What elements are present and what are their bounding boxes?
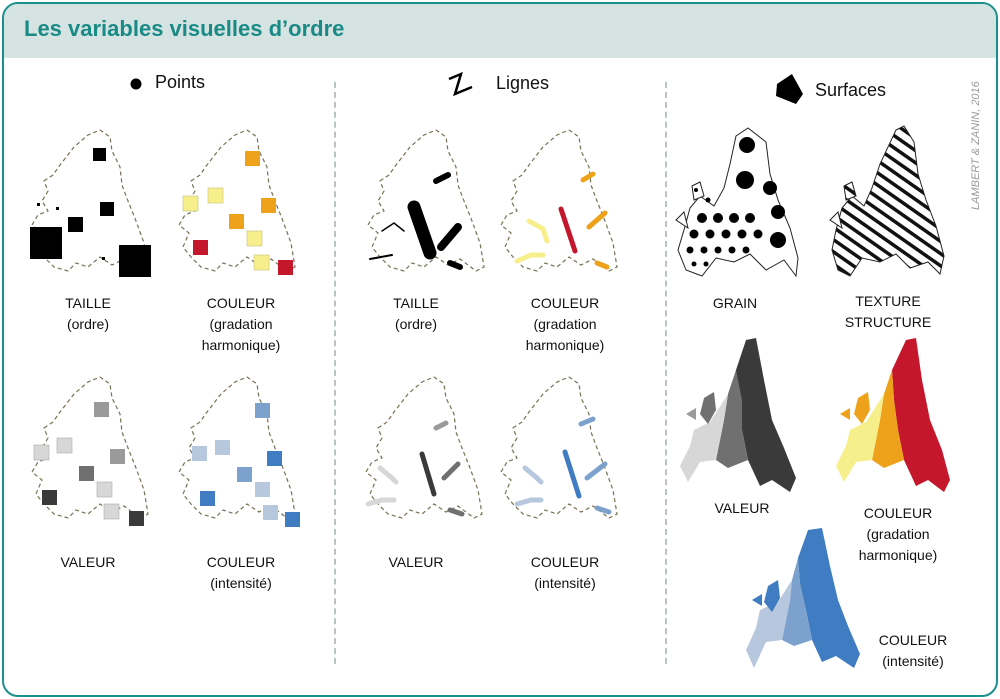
label-lignes-couleur-int: COULEUR (intensité) — [490, 552, 640, 594]
label-line: (ordre) — [66, 316, 109, 332]
map-points-couleur-grad — [178, 129, 296, 275]
label-line: VALEUR — [60, 554, 116, 570]
map-lignes-taille — [367, 129, 485, 272]
heading-lignes: Lignes — [496, 73, 550, 93]
label-line: (ordre) — [394, 316, 437, 332]
label-line: harmonique) — [858, 547, 938, 563]
label-line: COULEUR — [863, 505, 933, 521]
label-line: TAILLE — [65, 295, 111, 311]
label-lignes-couleur-grad: COULEUR (gradation harmonique) — [490, 293, 640, 356]
label-line: COULEUR — [530, 554, 600, 570]
label-line: harmonique) — [201, 337, 281, 353]
label-line: COULEUR — [206, 554, 276, 570]
label-points-valeur: VALEUR — [13, 552, 163, 573]
map-points-taille — [30, 129, 151, 277]
map-lignes-valeur — [365, 376, 483, 519]
label-line: GRAIN — [712, 295, 758, 311]
label-line: (gradation — [533, 316, 597, 332]
heading-points: Points — [155, 72, 206, 92]
title-bar: Les variables visuelles d’ordre — [4, 4, 996, 58]
map-points-couleur-int — [178, 376, 300, 527]
map-points-valeur — [31, 376, 149, 526]
label-line: COULEUR — [530, 295, 600, 311]
label-points-taille: TAILLE (ordre) — [13, 293, 163, 335]
point-icon — [130, 78, 142, 90]
label-line: (gradation — [209, 316, 273, 332]
line-icon — [448, 71, 473, 97]
label-surf-valeur: VALEUR — [667, 498, 817, 519]
label-line: STRUCTURE — [844, 314, 932, 330]
label-line: (intensité) — [534, 575, 596, 591]
surface-icon — [776, 74, 803, 104]
label-surf-couleur-grad: COULEUR (gradation harmonique) — [823, 503, 973, 566]
map-lignes-couleur-int — [500, 376, 618, 519]
label-line: VALEUR — [714, 500, 770, 516]
label-line: TEXTURE — [855, 293, 921, 309]
map-surf-couleur-grad — [836, 338, 950, 492]
label-line: TAILLE — [393, 295, 439, 311]
map-surf-texture — [829, 125, 945, 277]
map-surf-valeur — [680, 338, 796, 492]
label-line: (gradation — [866, 526, 930, 542]
map-surf-couleur-int — [746, 528, 860, 668]
label-lignes-taille: TAILLE (ordre) — [341, 293, 491, 335]
heading-surfaces: Surfaces — [815, 80, 887, 100]
label-line: (intensité) — [882, 653, 944, 669]
map-surf-grain — [675, 127, 799, 278]
separator-2 — [665, 82, 667, 664]
label-line: COULEUR — [878, 632, 948, 648]
label-line: COULEUR — [206, 295, 276, 311]
label-points-couleur-grad: COULEUR (gradation harmonique) — [166, 293, 316, 356]
label-points-couleur-int: COULEUR (intensité) — [166, 552, 316, 594]
label-line: harmonique) — [525, 337, 605, 353]
label-line: VALEUR — [388, 554, 444, 570]
label-surf-texture: TEXTURE STRUCTURE — [813, 291, 963, 333]
label-surf-grain: GRAIN — [660, 293, 810, 314]
separator-1 — [334, 82, 336, 664]
map-lignes-couleur-grad — [500, 129, 618, 272]
label-lignes-valeur: VALEUR — [341, 552, 491, 573]
page-title: Les variables visuelles d’ordre — [24, 16, 345, 41]
label-surf-couleur-int: COULEUR (intensité) — [838, 630, 988, 672]
label-line: (intensité) — [210, 575, 272, 591]
